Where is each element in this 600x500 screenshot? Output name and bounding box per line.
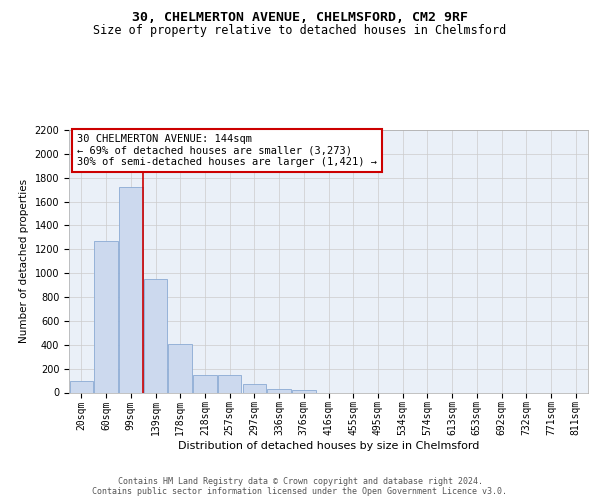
Bar xyxy=(268,389,291,392)
Bar xyxy=(70,380,93,392)
Bar xyxy=(94,241,118,392)
Bar xyxy=(144,279,167,392)
Text: Contains HM Land Registry data © Crown copyright and database right 2024.
Contai: Contains HM Land Registry data © Crown c… xyxy=(92,476,508,496)
X-axis label: Distribution of detached houses by size in Chelmsford: Distribution of detached houses by size … xyxy=(178,441,479,451)
Y-axis label: Number of detached properties: Number of detached properties xyxy=(19,179,29,344)
Text: 30, CHELMERTON AVENUE, CHELMSFORD, CM2 9RF: 30, CHELMERTON AVENUE, CHELMSFORD, CM2 9… xyxy=(132,11,468,24)
Bar xyxy=(169,344,192,392)
Text: 30 CHELMERTON AVENUE: 144sqm
← 69% of detached houses are smaller (3,273)
30% of: 30 CHELMERTON AVENUE: 144sqm ← 69% of de… xyxy=(77,134,377,167)
Bar xyxy=(292,390,316,392)
Bar xyxy=(218,374,241,392)
Bar xyxy=(193,374,217,392)
Text: Size of property relative to detached houses in Chelmsford: Size of property relative to detached ho… xyxy=(94,24,506,37)
Bar xyxy=(119,188,143,392)
Bar xyxy=(242,384,266,392)
